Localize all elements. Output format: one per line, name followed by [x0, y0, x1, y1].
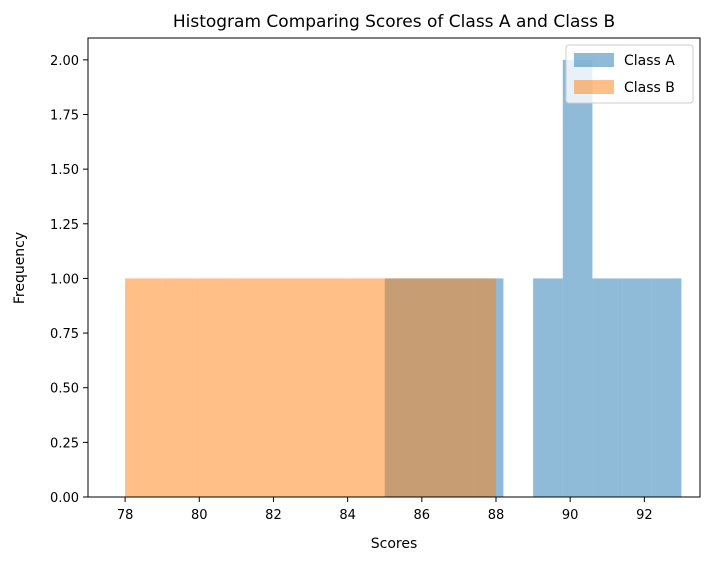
bar-class-b-0 — [125, 278, 163, 497]
bar-class-b-9 — [458, 278, 496, 497]
bar-class-b-8 — [421, 278, 459, 497]
bar-class-b-3 — [236, 278, 274, 497]
bar-class-a-5 — [562, 59, 593, 497]
bars-layer — [125, 59, 682, 497]
bar-class-b-2 — [199, 278, 237, 497]
plot-frame — [87, 37, 701, 498]
bar-class-b-6 — [347, 278, 385, 497]
bar-class-a-8 — [651, 278, 682, 497]
y-tick-label-0: 0.00 — [50, 491, 79, 506]
x-tick-label-1: 80 — [191, 508, 208, 523]
bar-class-b-1 — [162, 278, 200, 497]
x-axis-label: Scores — [371, 536, 418, 552]
bar-class-a-6 — [592, 278, 623, 497]
legend-label-class-a: Class A — [624, 53, 675, 69]
y-tick-label-8: 2.00 — [50, 54, 79, 69]
legend-label-class-b: Class B — [624, 80, 675, 96]
y-axis: 0.00 0.25 0.50 0.75 1.00 1.25 1.50 1.75 2.00 — [50, 54, 88, 506]
bar-class-b-4 — [273, 278, 311, 497]
x-tick-label-5: 88 — [488, 508, 505, 523]
legend-swatch-class-a — [574, 53, 614, 67]
bar-class-a-7 — [622, 278, 652, 497]
x-tick-label-4: 86 — [414, 508, 431, 523]
x-tick-label-7: 92 — [636, 508, 653, 523]
y-tick-label-6: 1.50 — [50, 163, 79, 178]
legend-swatch-class-b — [574, 80, 614, 94]
y-tick-label-4: 1.00 — [50, 272, 79, 287]
x-tick-label-2: 82 — [265, 508, 282, 523]
x-axis: 78 80 82 84 86 88 90 92 — [117, 497, 653, 523]
x-tick-label-3: 84 — [339, 508, 356, 523]
bar-class-a-4 — [533, 278, 563, 497]
legend: Class A Class B — [565, 44, 694, 104]
bar-class-b-5 — [310, 278, 348, 497]
bar-class-b-7 — [384, 278, 422, 497]
y-tick-label-5: 1.25 — [50, 218, 79, 233]
y-tick-label-1: 0.25 — [50, 436, 79, 451]
chart-title: Histogram Comparing Scores of Class A an… — [173, 12, 615, 32]
x-tick-label-0: 78 — [117, 508, 134, 523]
y-tick-label-2: 0.50 — [50, 382, 79, 397]
y-tick-label-3: 0.75 — [50, 327, 79, 342]
y-tick-label-7: 1.75 — [50, 109, 79, 124]
y-axis-label: Frequency — [12, 232, 28, 304]
x-tick-label-6: 90 — [562, 508, 579, 523]
